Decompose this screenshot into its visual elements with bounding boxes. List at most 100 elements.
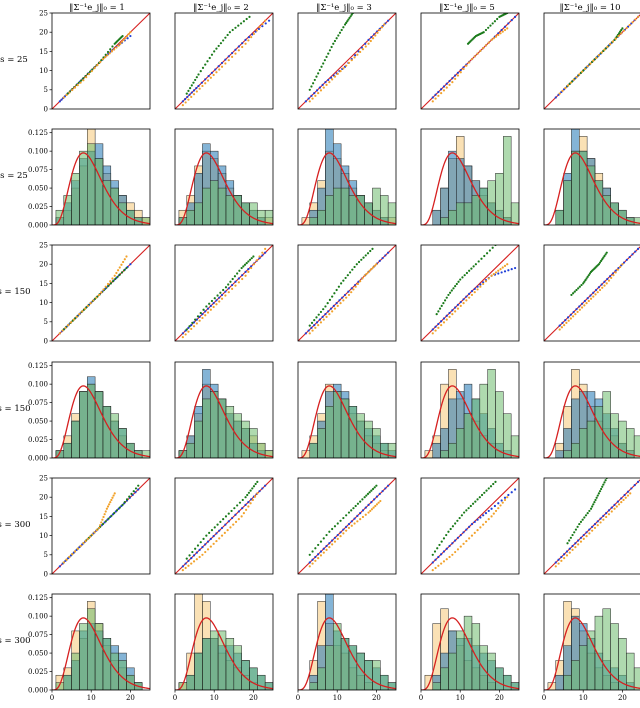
qq-point (442, 550, 446, 553)
x-tick-label: 0 (542, 694, 546, 702)
histogram-bar (63, 442, 72, 458)
qq-series-blue (554, 480, 640, 564)
qq-point (568, 547, 571, 550)
qq-point (227, 55, 230, 58)
qq-point (192, 560, 196, 563)
y-tick-label: 0.125 (28, 129, 48, 137)
qq-point (123, 258, 126, 261)
qq-point (206, 548, 210, 551)
qq-point (181, 336, 184, 339)
qq-point (333, 292, 336, 295)
qq-point (564, 319, 567, 322)
qq-point (102, 515, 105, 519)
qq-point (459, 300, 462, 304)
qq-point (492, 272, 495, 276)
qq-point (489, 485, 493, 488)
qq-point (598, 261, 602, 264)
qq-point (615, 505, 618, 508)
qq-point (482, 523, 485, 526)
qq-point (370, 508, 374, 511)
histogram-bar (626, 652, 635, 690)
qq-point (587, 299, 590, 303)
qq-point (566, 84, 570, 87)
qq-point (219, 520, 222, 523)
qq-point (258, 255, 261, 258)
qq-point (484, 28, 488, 32)
histogram-bar (387, 442, 396, 458)
qq-point (623, 493, 626, 497)
qq-point (181, 100, 184, 103)
qq-point (314, 326, 317, 329)
qq-point (101, 57, 105, 61)
qq-point (311, 562, 314, 565)
qq-point (125, 34, 129, 38)
qq-point (440, 320, 443, 323)
qq-series-blue (558, 247, 640, 327)
y-tick-label: 0.000 (28, 221, 48, 229)
qq-point (251, 498, 254, 502)
qq-point (479, 49, 482, 52)
qq-point (560, 555, 563, 559)
qq-point (387, 19, 390, 22)
histogram-bar (202, 638, 211, 690)
plot-area (298, 13, 396, 109)
qq-point (198, 315, 201, 318)
y-tick-label: 0.050 (28, 417, 48, 425)
qq-point (310, 321, 314, 324)
histogram-bar (448, 442, 457, 458)
qq-point (434, 329, 437, 332)
qq-point (454, 539, 457, 542)
hist-series-hist_green (563, 391, 640, 458)
qq-point (331, 78, 334, 81)
qq-point (83, 307, 87, 310)
qq-point (200, 81, 203, 84)
qq-point (352, 507, 355, 510)
qq-point (227, 59, 230, 62)
qq-point (188, 554, 191, 557)
qq-point (218, 537, 221, 540)
qq-point (247, 270, 250, 273)
plot-area (52, 129, 150, 225)
qq-point (470, 534, 474, 537)
qq-point (579, 520, 583, 523)
qq-point (242, 265, 245, 268)
histogram-bar (309, 682, 318, 690)
qq-point (592, 291, 595, 294)
qq-point (482, 47, 485, 50)
qq-point (448, 315, 451, 318)
plot-area (544, 129, 640, 225)
qq-point (328, 313, 331, 316)
qq-point (567, 319, 570, 322)
qq-point (345, 525, 348, 528)
qq-point (499, 504, 502, 507)
qq-point (570, 293, 573, 297)
qq-point (589, 297, 593, 300)
qq-point (510, 491, 513, 494)
qq-series-green (185, 480, 259, 560)
qq-point (246, 493, 249, 497)
qq-point (634, 18, 637, 21)
qq-point (76, 84, 79, 87)
qq-point (619, 30, 622, 33)
qq-point (79, 81, 82, 84)
qq-point (451, 309, 454, 312)
plot-area (175, 369, 273, 458)
qq-point (344, 276, 347, 280)
panel-row2-col3 (297, 128, 397, 226)
qq-point (578, 73, 581, 76)
qq-point (589, 507, 593, 510)
qq-point (241, 277, 244, 281)
qq-point (248, 258, 252, 261)
histogram-bar (264, 209, 273, 225)
qq-point (227, 287, 230, 290)
qq-point (320, 65, 323, 68)
qq-point (459, 304, 462, 307)
panel-row5-col1: 0 5 10 15 20 25 (39, 474, 151, 578)
qq-point (342, 279, 345, 282)
qq-point (578, 308, 581, 311)
qq-point (594, 498, 597, 502)
qq-point (121, 34, 124, 38)
qq-point (252, 255, 255, 258)
qq-point (190, 84, 193, 87)
qq-point (367, 511, 370, 514)
